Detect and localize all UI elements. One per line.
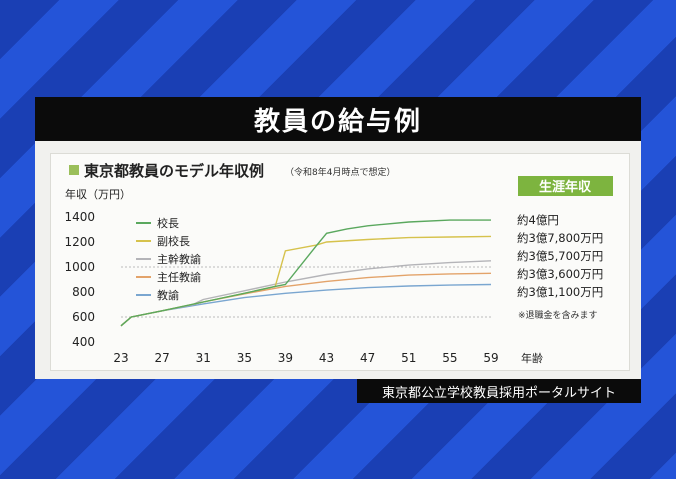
legend-label: 主幹教諭 bbox=[157, 252, 201, 266]
chart-title: 東京都教員のモデル年収例 bbox=[84, 162, 264, 180]
lifetime-value: 約3億3,600万円 bbox=[517, 267, 603, 281]
lifetime-value: 約3億5,700万円 bbox=[517, 249, 603, 263]
page-title: 教員の給与例 bbox=[35, 97, 641, 141]
legend-label: 副校長 bbox=[157, 234, 190, 248]
x-tick-label: 43 bbox=[319, 351, 334, 365]
x-tick-label: 47 bbox=[360, 351, 375, 365]
legend-label: 主任教諭 bbox=[157, 270, 201, 284]
x-tick-label: 55 bbox=[442, 351, 457, 365]
x-axis-label: 年齢 bbox=[521, 351, 543, 365]
x-tick-label: 39 bbox=[278, 351, 293, 365]
lifetime-value: 約4億円 bbox=[517, 213, 559, 227]
x-tick-label: 35 bbox=[237, 351, 252, 365]
y-axis-label: 年収（万円） bbox=[65, 187, 131, 201]
y-tick-label: 1400 bbox=[64, 210, 95, 224]
y-tick-label: 1200 bbox=[64, 235, 95, 249]
lifetime-value: 約3億1,100万円 bbox=[517, 285, 603, 299]
chart-subtitle: （令和8年4月時点で想定） bbox=[285, 166, 395, 178]
y-tick-label: 400 bbox=[72, 335, 95, 349]
title-square-icon bbox=[69, 165, 79, 175]
y-tick-label: 800 bbox=[72, 285, 95, 299]
chart-note: ※退職金を含みます bbox=[518, 309, 598, 321]
lifetime-value: 約3億7,800万円 bbox=[517, 231, 603, 245]
x-tick-label: 59 bbox=[483, 351, 498, 365]
y-tick-label: 1000 bbox=[64, 260, 95, 274]
chart-panel: 東京都教員のモデル年収例 （令和8年4月時点で想定） 年収（万円） 生涯年収 年… bbox=[35, 141, 641, 379]
series-line bbox=[120, 219, 491, 327]
lifetime-header-bg bbox=[518, 176, 613, 196]
y-tick-label: 600 bbox=[72, 310, 95, 324]
x-tick-label: 31 bbox=[196, 351, 211, 365]
source-caption: 東京都公立学校教員採用ポータルサイト bbox=[357, 379, 641, 403]
chart-inner: 東京都教員のモデル年収例 （令和8年4月時点で想定） 年収（万円） 生涯年収 年… bbox=[50, 153, 630, 371]
legend-label: 校長 bbox=[157, 216, 179, 230]
x-tick-label: 27 bbox=[154, 351, 169, 365]
salary-chart: 東京都教員のモデル年収例 （令和8年4月時点で想定） 年収（万円） 生涯年収 年… bbox=[64, 162, 613, 365]
legend-label: 教諭 bbox=[157, 288, 179, 302]
x-tick-label: 23 bbox=[113, 351, 128, 365]
lifetime-header: 生涯年収 bbox=[539, 179, 592, 195]
x-tick-label: 51 bbox=[401, 351, 416, 365]
